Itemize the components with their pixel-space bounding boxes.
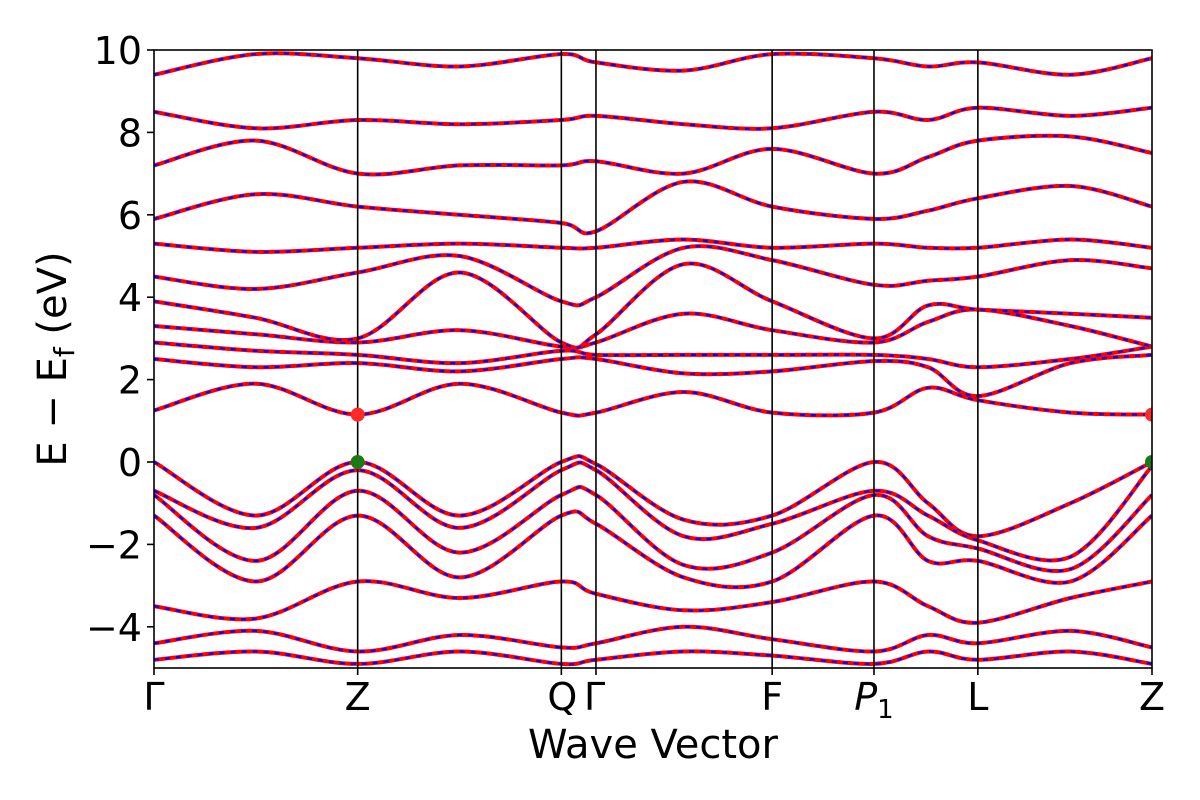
y-tick-label-4: 4	[118, 276, 142, 320]
x-tick-label-3: Γ	[584, 675, 605, 719]
y-tick-label-1: −2	[86, 523, 142, 567]
x-tick-label-1: Z	[345, 675, 371, 719]
band-line-12-blue	[154, 461, 1152, 562]
x-tick-label-4: F	[761, 675, 783, 719]
x-tick-label-0: Γ	[143, 675, 164, 719]
band-line-0-blue	[154, 382, 1152, 417]
band-line-7-blue	[154, 180, 1152, 235]
x-tick-label-7: Z	[1139, 675, 1165, 719]
band-line-17-blue	[154, 650, 1152, 666]
y-tick-label-3: 2	[118, 359, 142, 403]
kpoint-lines	[356, 50, 979, 668]
x-tick-label-6: L	[967, 675, 988, 719]
y-tick-label-5: 6	[118, 194, 142, 238]
x-axis-label: Wave Vector	[528, 722, 779, 768]
y-tick-label-0: −4	[86, 606, 142, 650]
band-line-14-blue	[154, 510, 1152, 589]
y-axis-label: E − Ef (eV)	[30, 251, 81, 466]
y-axis-ticks: −4 −2 0 2 4 6 8 10	[86, 29, 154, 650]
band-line-10-blue	[154, 52, 1152, 76]
band-edge-marker-3	[1145, 455, 1152, 469]
band-edge-markers	[350, 407, 1152, 469]
band-line-15-blue	[154, 579, 1152, 624]
plot-frame	[153, 49, 1153, 669]
band-edge-marker-2	[350, 455, 365, 469]
band-edge-marker-1	[1145, 407, 1152, 422]
y-tick-label-2: 0	[118, 441, 142, 485]
band-edge-marker-0	[350, 407, 365, 422]
y-tick-label-7: 10	[94, 29, 142, 73]
y-tick-label-6: 8	[118, 111, 142, 155]
band-line-9-blue	[154, 106, 1152, 130]
x-tick-label-2: Q	[547, 675, 577, 719]
